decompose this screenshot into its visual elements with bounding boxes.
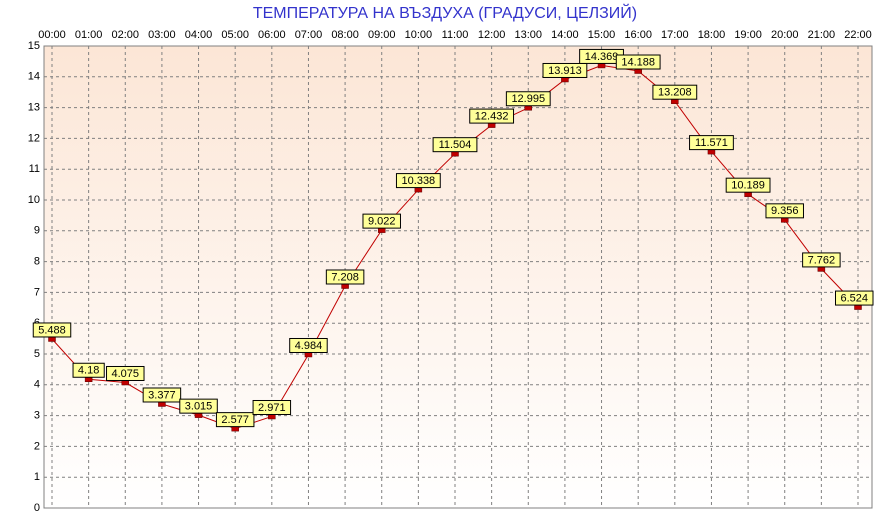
value-label: 2.971 (258, 402, 286, 414)
value-label: 13.208 (658, 87, 692, 99)
value-label: 12.995 (511, 93, 545, 105)
value-label-box (802, 252, 841, 268)
value-label: 13.913 (548, 65, 582, 77)
y-tick-label: 14 (28, 71, 40, 83)
value-label: 7.762 (808, 254, 836, 266)
x-tick-label: 10:00 (405, 29, 433, 41)
y-tick-label: 12 (28, 132, 40, 144)
value-label: 2.577 (221, 414, 249, 426)
x-tick-label: 12:00 (478, 29, 506, 41)
y-tick-label: 5 (34, 348, 40, 360)
value-label-box (765, 203, 804, 219)
x-tick-label: 14:00 (551, 29, 579, 41)
value-label-box (835, 290, 874, 306)
x-tick-label: 03:00 (148, 29, 176, 41)
y-tick-label: 1 (34, 471, 40, 483)
value-label-box (652, 84, 698, 100)
value-label-box (252, 399, 292, 415)
x-tick-label: 04:00 (185, 29, 213, 41)
chart-title: ТЕМПЕРАТУРА НА ВЪЗДУХА (ГРАДУСИ, ЦЕЛЗИЙ) (253, 3, 637, 22)
y-tick-label: 9 (34, 225, 40, 237)
y-tick-label: 4 (34, 379, 40, 391)
value-label: 7.208 (331, 271, 359, 283)
x-tick-label: 00:00 (38, 29, 66, 41)
y-tick-label: 8 (34, 256, 40, 268)
value-label: 11.571 (695, 137, 728, 149)
y-tick-label: 10 (28, 194, 40, 206)
value-label-box (72, 362, 105, 378)
x-tick-label: 19:00 (734, 29, 762, 41)
value-label-box (395, 173, 441, 189)
y-tick-label: 3 (34, 410, 40, 422)
value-label-box (215, 412, 255, 428)
x-tick-label: 13:00 (515, 29, 543, 41)
x-tick-label: 02:00 (112, 29, 140, 41)
value-label-box (179, 398, 218, 414)
value-label: 4.075 (112, 368, 140, 380)
x-tick-label: 18:00 (698, 29, 726, 41)
y-tick-label: 15 (28, 40, 40, 52)
value-label-box (106, 365, 145, 381)
x-tick-label: 16:00 (624, 29, 652, 41)
value-label: 10.189 (731, 180, 765, 192)
x-tick-label: 11:00 (442, 29, 469, 41)
value-label: 10.338 (402, 175, 436, 187)
x-tick-label: 06:00 (258, 29, 286, 41)
x-tick-label: 01:00 (75, 29, 103, 41)
value-label-box (542, 62, 588, 78)
plot-area (43, 45, 873, 509)
x-tick-label: 15:00 (588, 29, 616, 41)
y-tick-label: 2 (34, 440, 40, 452)
value-label: 12.432 (475, 111, 509, 123)
y-tick-label: 0 (34, 502, 40, 514)
value-label-box (432, 137, 478, 153)
value-label: 11.504 (439, 139, 472, 151)
value-label-box (689, 135, 734, 151)
value-label: 3.015 (185, 401, 213, 413)
value-label: 14.369 (585, 51, 619, 63)
value-label: 14.188 (621, 56, 655, 68)
value-label: 4.984 (295, 340, 323, 352)
value-label-box (469, 108, 515, 124)
value-label-box (725, 177, 771, 193)
value-label-box (615, 54, 661, 70)
y-tick-label: 13 (28, 102, 40, 114)
value-label-box (325, 269, 365, 285)
y-tick-label: 11 (29, 163, 40, 175)
value-label: 5.488 (38, 324, 66, 336)
x-tick-label: 22:00 (844, 29, 872, 41)
value-label-box (362, 213, 401, 229)
value-label-box (142, 387, 182, 403)
value-label-box (32, 322, 72, 338)
value-label-box (289, 337, 328, 353)
value-label: 4.18 (78, 365, 99, 377)
x-tick-label: 07:00 (295, 29, 323, 41)
value-label: 6.524 (840, 292, 868, 304)
value-label: 9.356 (771, 205, 799, 217)
x-tick-label: 09:00 (368, 29, 396, 41)
x-tick-label: 21:00 (808, 29, 836, 41)
y-tick-label: 7 (34, 286, 40, 298)
x-tick-label: 08:00 (331, 29, 359, 41)
value-label-box (505, 91, 551, 107)
x-tick-label: 20:00 (771, 29, 799, 41)
value-label: 3.377 (148, 389, 176, 401)
x-tick-label: 17:00 (661, 29, 689, 41)
x-tick-label: 05:00 (221, 29, 249, 41)
value-label: 9.022 (368, 216, 396, 228)
